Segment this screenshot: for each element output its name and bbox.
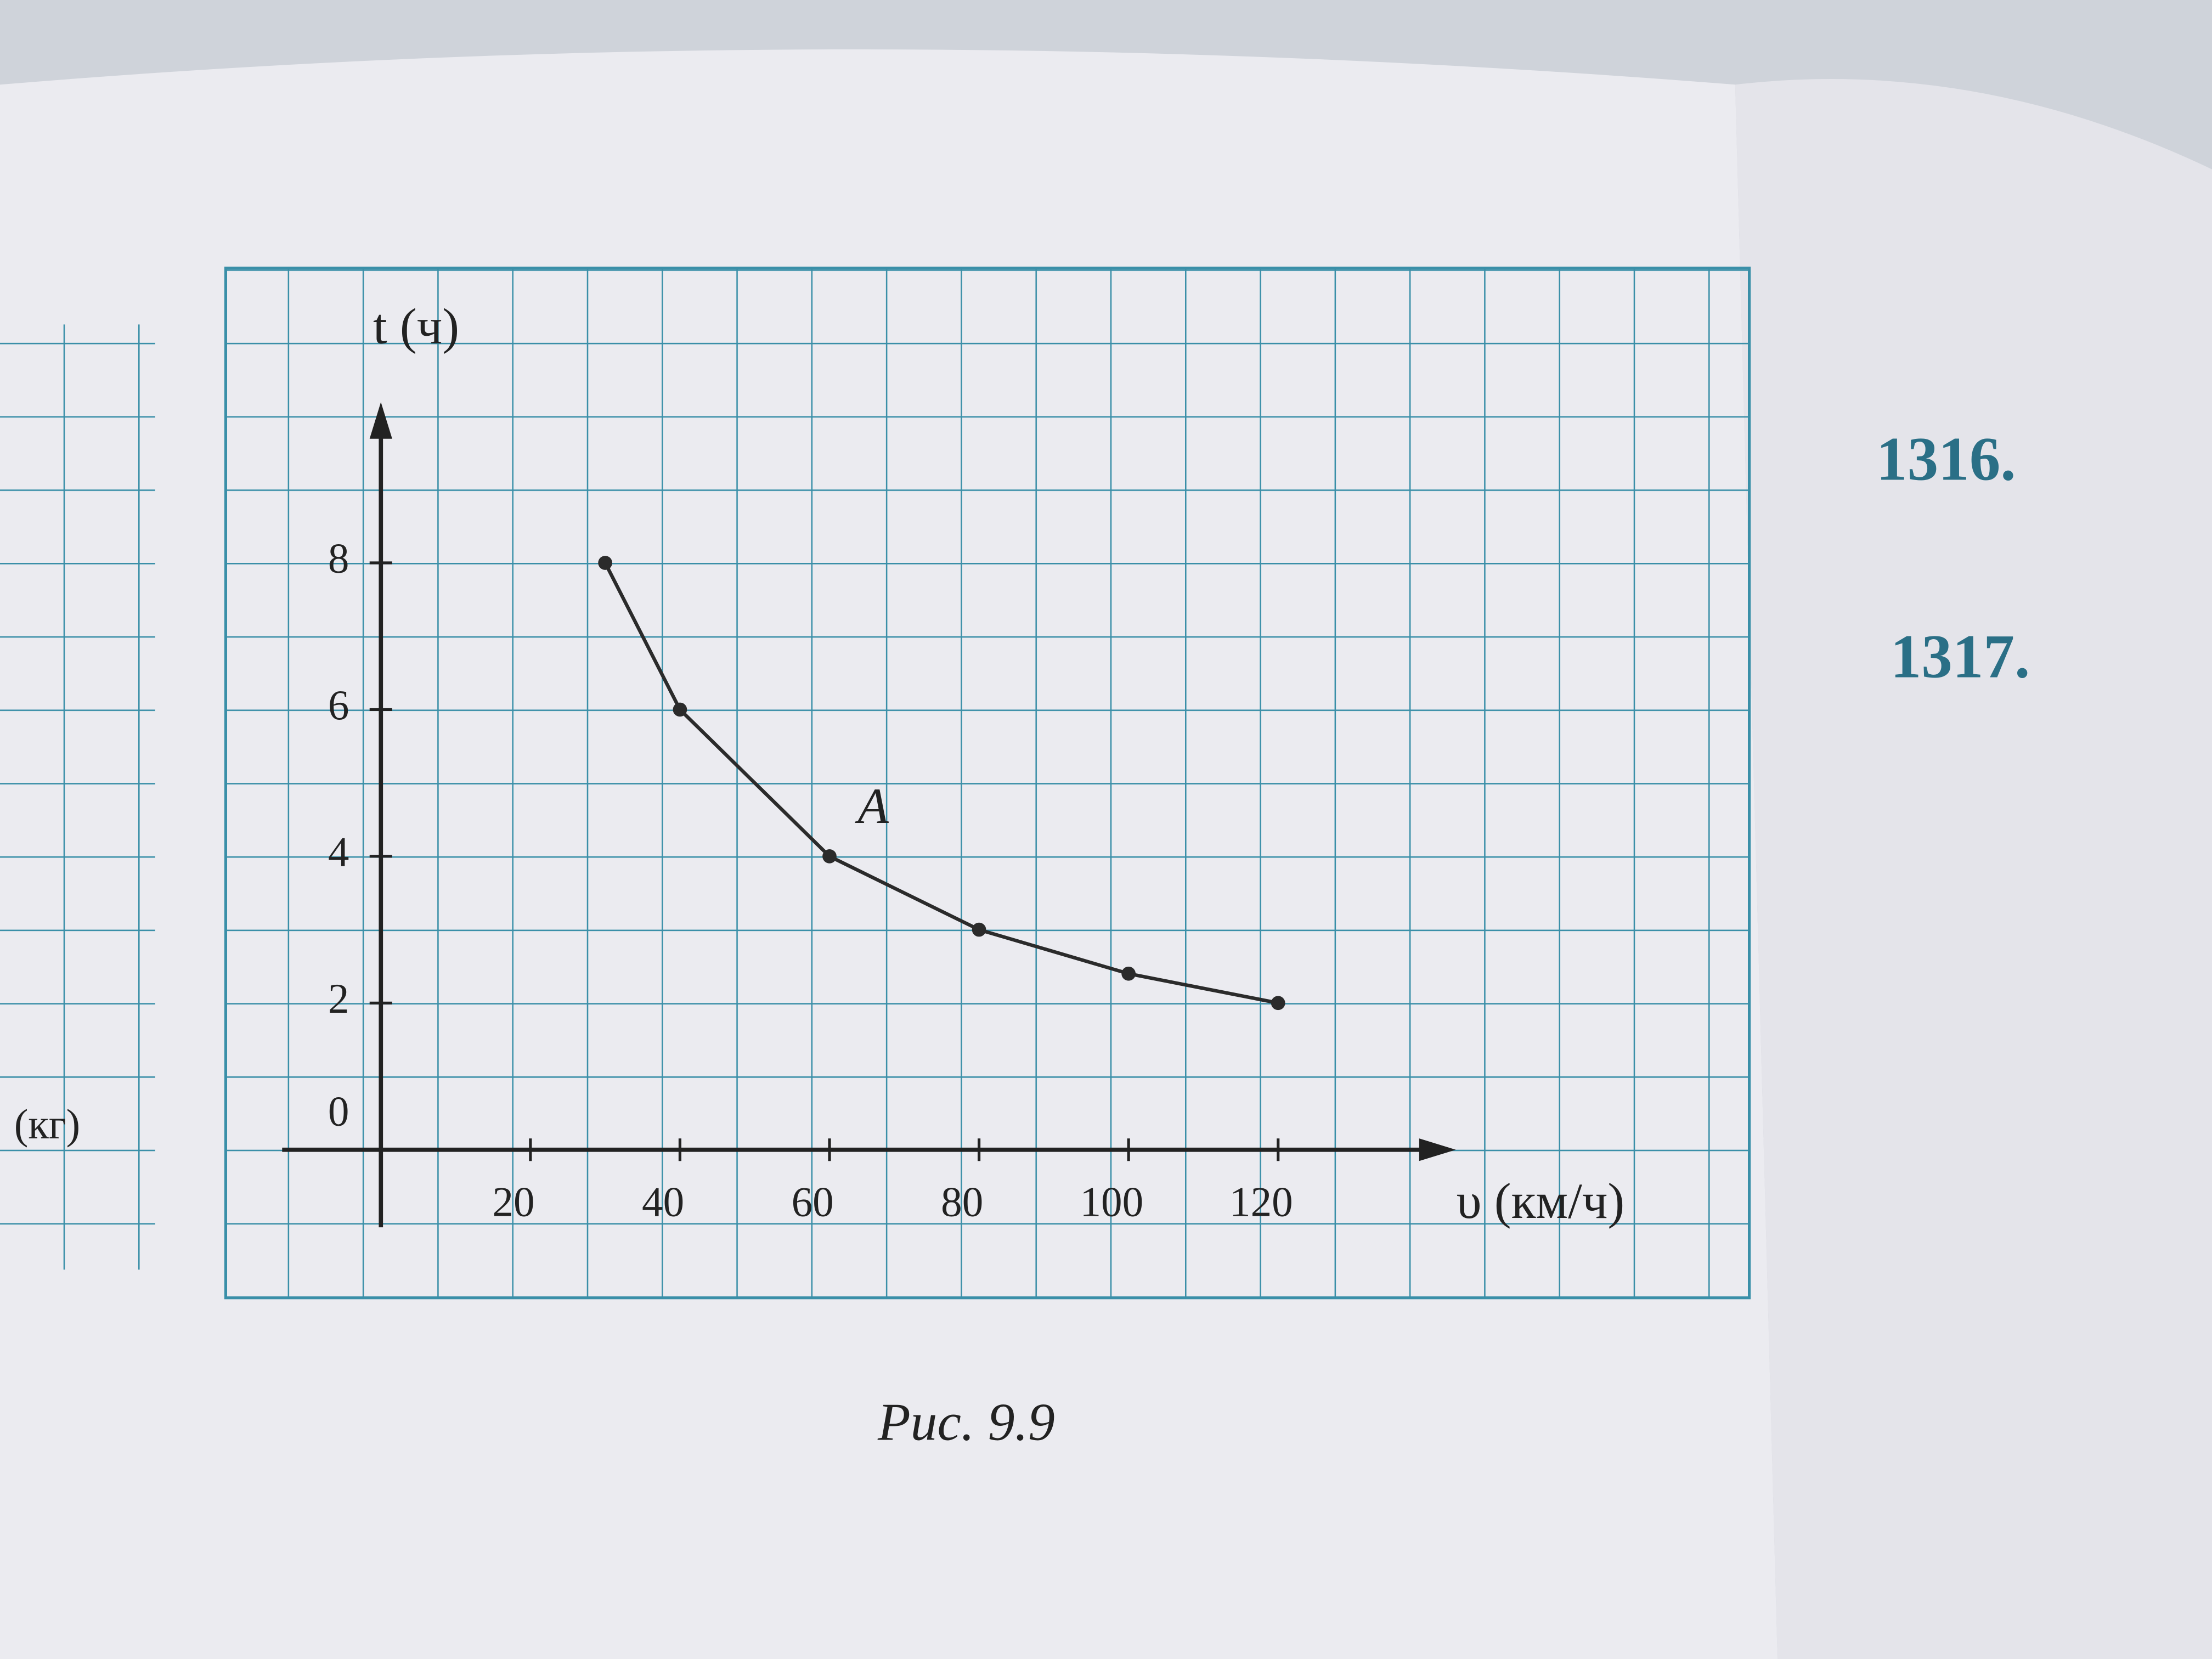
caption: Рис. 9.9 <box>877 1393 1055 1452</box>
page-right <box>1735 79 2212 1659</box>
y-tick-label: 4 <box>328 828 349 876</box>
curve <box>603 562 1279 1005</box>
grid-paper <box>224 267 1751 1300</box>
x-tick-label: 20 <box>492 1178 534 1225</box>
point <box>598 556 612 570</box>
x-tick-label: 120 <box>1229 1178 1293 1225</box>
margin-label: (кг) <box>14 1101 80 1148</box>
y-tick-label: 8 <box>328 535 349 582</box>
exercise-number: 1317. <box>1891 623 2030 691</box>
x-arrow <box>1419 1138 1456 1161</box>
annotation: A <box>854 778 889 834</box>
y-tick-label: 2 <box>328 975 349 1022</box>
x-tick-label: 100 <box>1080 1178 1143 1225</box>
point <box>673 702 687 717</box>
point <box>822 849 837 864</box>
x-tick-label: 40 <box>642 1178 684 1225</box>
exercise-number: 1316. <box>1876 425 2016 494</box>
x-axis-label: υ (км/ч) <box>1457 1173 1624 1229</box>
side-grid <box>0 324 155 1270</box>
y-arrow <box>369 402 392 439</box>
point <box>972 922 986 937</box>
x-tick-label: 80 <box>941 1178 983 1225</box>
point <box>1271 996 1285 1011</box>
y-tick-label: 0 <box>328 1088 349 1135</box>
point <box>1121 966 1136 981</box>
y-axis-label: t (ч) <box>373 299 459 355</box>
y-tick-label: 6 <box>328 681 349 729</box>
x-tick-label: 60 <box>792 1178 834 1225</box>
